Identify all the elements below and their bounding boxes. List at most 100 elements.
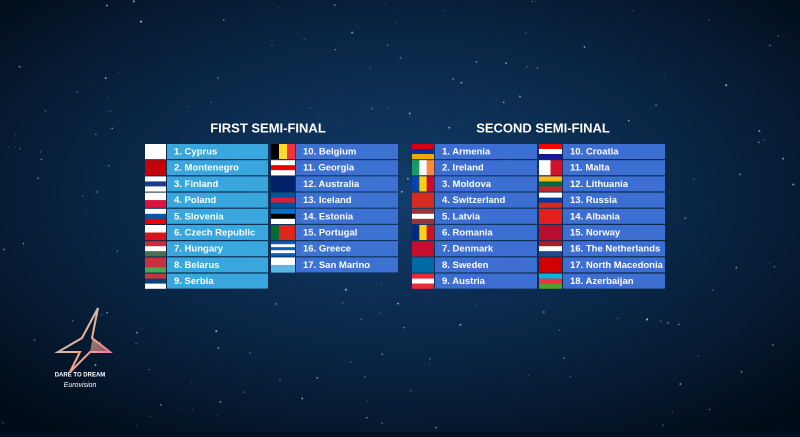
star (359, 373, 360, 374)
star (646, 318, 648, 320)
star (476, 61, 478, 63)
flag-stripe (271, 257, 295, 265)
star (637, 299, 638, 300)
entry-row: 11. Malta (539, 160, 665, 175)
entry-label: 8. Belarus (174, 260, 219, 271)
star (371, 108, 373, 110)
star (244, 391, 245, 392)
star (499, 37, 500, 38)
star (711, 200, 712, 201)
star (760, 326, 761, 327)
entry-label: 9. Serbia (174, 276, 214, 287)
star (190, 381, 191, 382)
flag-stripe (412, 176, 420, 191)
flag-stripe (271, 198, 295, 203)
star (106, 312, 107, 313)
flag-stripe (271, 241, 295, 244)
flag-stripe (145, 233, 166, 241)
star (781, 425, 782, 426)
star (528, 375, 529, 376)
entry-row: 3. Moldova (412, 176, 537, 191)
star (37, 177, 39, 179)
star (617, 317, 619, 319)
star (40, 151, 41, 152)
flag-stripe (539, 198, 562, 203)
star (118, 72, 119, 73)
star (382, 353, 383, 354)
star (334, 4, 335, 5)
star (218, 347, 220, 349)
flag-stripe (539, 225, 562, 240)
flag-stripe (412, 219, 434, 224)
star (217, 414, 218, 415)
star (10, 106, 11, 107)
star (367, 99, 368, 100)
flag-stripe (145, 160, 166, 175)
star (704, 56, 705, 57)
star (461, 82, 463, 84)
flag-stripe (145, 262, 166, 267)
star (65, 62, 66, 63)
star (586, 69, 587, 70)
star (335, 49, 336, 50)
star (429, 364, 430, 365)
star (772, 344, 774, 346)
flag-stripe (145, 241, 166, 246)
flag-stripe (539, 246, 562, 251)
star (779, 76, 780, 77)
star (310, 107, 311, 108)
entry-row: 6. Czech Republic (145, 225, 268, 240)
star (559, 330, 560, 331)
flag-stripe (412, 241, 434, 256)
flag-stripe (271, 160, 295, 165)
entry-label: 3. Moldova (442, 179, 492, 190)
star (342, 302, 344, 304)
entry-label: 7. Denmark (442, 244, 494, 255)
star (409, 112, 411, 114)
flag-stripe (427, 176, 435, 191)
flag-stripe (145, 279, 166, 284)
star (655, 104, 657, 106)
flag-stripe (539, 149, 562, 154)
star (278, 7, 279, 8)
star (792, 183, 794, 185)
flag-stripe (412, 209, 434, 214)
star (525, 32, 526, 33)
flag-stripe (271, 144, 279, 159)
entry-row: 1. Cyprus (145, 144, 268, 159)
flag-stripe (145, 181, 166, 186)
star (514, 405, 515, 406)
entry-row: 3. Finland (145, 176, 268, 191)
flag-stripe (412, 225, 420, 240)
star (95, 364, 97, 366)
entry-row: 13. Russia (539, 193, 665, 208)
entry-label: 5. Slovenia (174, 211, 224, 222)
star (764, 140, 765, 141)
entry-label: 7. Hungary (174, 244, 224, 255)
entry-label: 14. Albania (570, 211, 621, 222)
entry-row: 5. Latvia (412, 209, 537, 224)
star (689, 246, 690, 247)
entry-row: 16. Greece (271, 241, 398, 256)
star (2, 422, 4, 424)
star (782, 158, 784, 160)
star (223, 19, 225, 21)
flag-stripe (271, 214, 295, 219)
star (385, 4, 386, 5)
star (526, 377, 527, 378)
entry-label: 3. Finland (174, 179, 219, 190)
flag-stripe (271, 193, 295, 198)
entry-label: 4. Switzerland (442, 195, 506, 206)
star (739, 173, 741, 175)
star (136, 425, 137, 426)
star (381, 422, 383, 424)
star (725, 84, 727, 86)
star (366, 417, 368, 419)
star (72, 320, 74, 322)
star (85, 214, 86, 215)
entry-row: 9. Austria (412, 274, 537, 289)
star (758, 142, 760, 144)
star (57, 95, 58, 96)
